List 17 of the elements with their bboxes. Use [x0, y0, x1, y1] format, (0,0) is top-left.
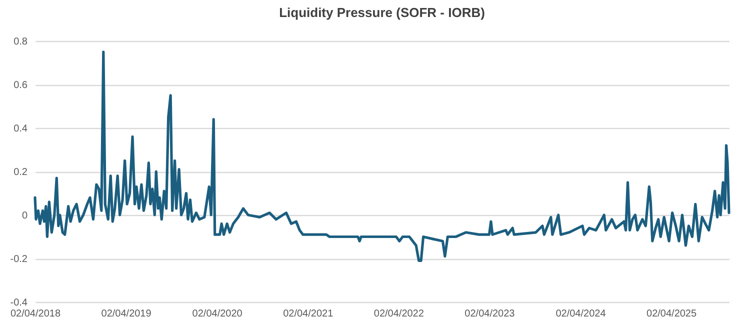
y-tick-label: -0.4 — [10, 298, 28, 308]
chart-title: Liquidity Pressure (SOFR - IORB) — [279, 5, 485, 20]
y-tick-label: 0.8 — [14, 36, 28, 48]
y-tick-label: 0.2 — [14, 167, 28, 178]
x-tick-label: 02/04/2025 — [646, 308, 697, 320]
y-tick-label: -0.2 — [10, 254, 28, 265]
line-series — [34, 50, 730, 262]
x-tick-label: 02/04/2019 — [101, 308, 152, 320]
y-tick-label: 0.4 — [14, 124, 28, 134]
y-tick-label: 0 — [22, 210, 28, 222]
x-tick-label: 02/04/2021 — [283, 308, 334, 320]
x-tick-label: 02/04/2024 — [556, 308, 606, 320]
x-tick-label: 02/04/2023 — [464, 308, 516, 320]
y-tick-label: 0.6 — [14, 80, 28, 91]
x-tick-label: 02/04/2018 — [10, 308, 61, 320]
x-tick-label: 02/04/2020 — [192, 308, 243, 320]
x-tick-label: 02/04/2022 — [374, 308, 424, 320]
